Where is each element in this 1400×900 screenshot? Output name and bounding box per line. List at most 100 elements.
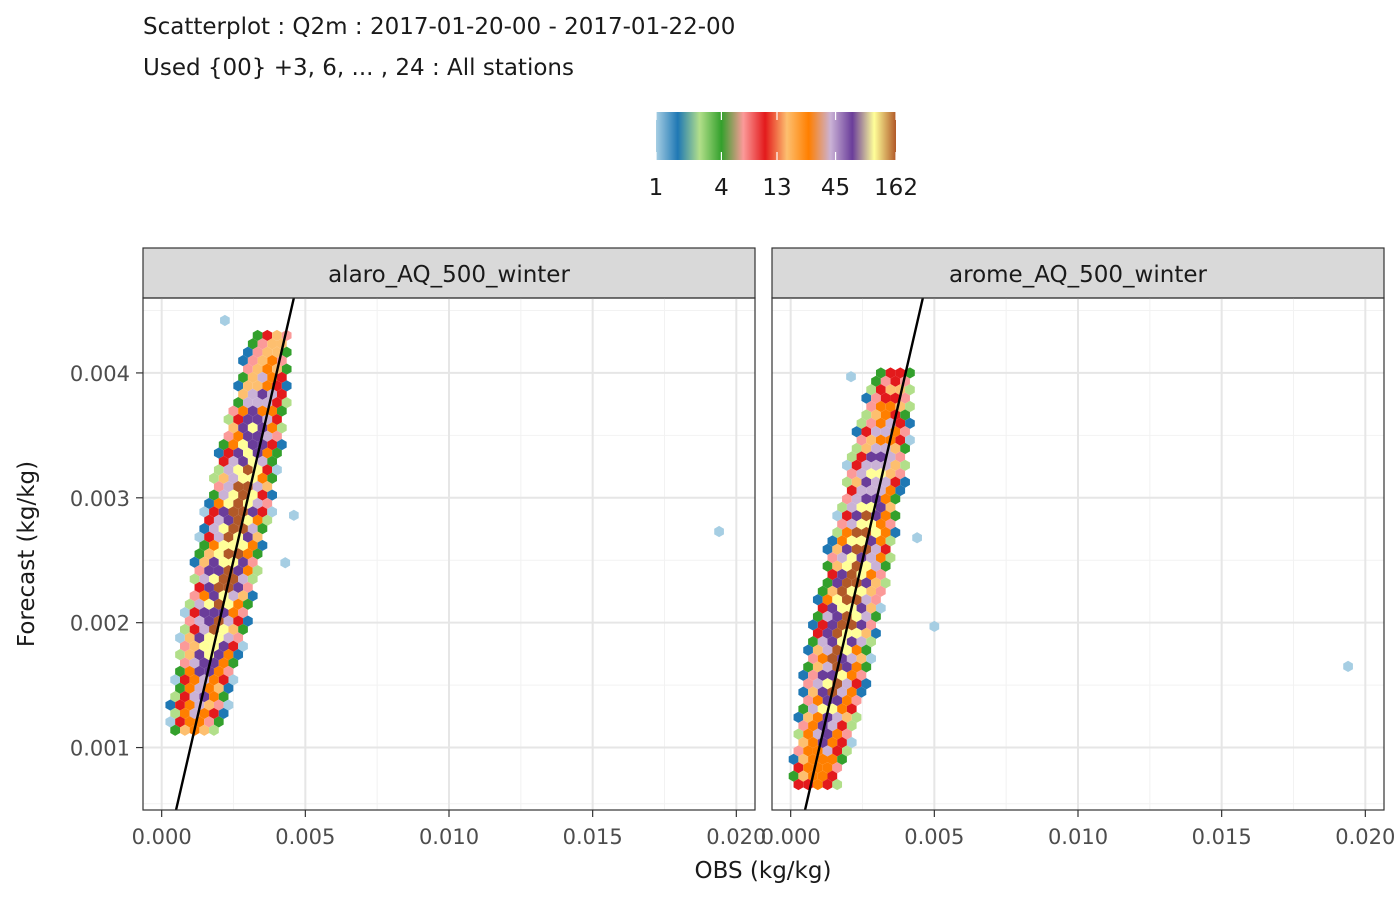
hex-bin [851,426,862,438]
hex-bin [851,493,862,505]
hex-bin [895,468,906,480]
hex-bin [875,384,886,396]
hex-bin [837,585,847,597]
hex-bin [243,531,253,543]
hex-bin [875,451,886,463]
hex-bin [798,720,809,732]
hex-bin [822,543,833,555]
hex-bin [895,417,906,429]
hex-bin [238,573,248,585]
hex-bin [238,422,248,434]
hex-bin [875,434,886,446]
hex-bin [822,661,833,673]
hex-bin [827,568,838,581]
hex-bin [194,649,205,661]
y-tick-label: 0.003 [70,487,130,511]
hex-bin [832,728,843,740]
hex-bin [184,682,195,694]
hex-bin [175,682,185,694]
hex-bin [866,434,876,446]
hex-bin [832,644,843,656]
hex-bin [798,703,809,715]
hex-bin [247,523,258,535]
hex-bin [812,627,823,639]
hex-bin [175,649,185,661]
hex-bin [890,510,901,522]
hex-bin [885,468,896,480]
hex-bin [281,363,292,375]
hex-bin [856,434,867,446]
hex-bin [180,623,190,636]
hex-bin [885,518,896,530]
hex-bin [875,568,886,581]
hex-bin [900,409,910,421]
hex-bin [276,439,287,451]
hex-bin [846,669,857,681]
hex-bin [871,459,881,471]
hex-bin [194,581,205,594]
hex-bin [817,686,828,698]
hex-bin [223,548,234,560]
hex-bin [798,686,809,698]
hex-bin [194,615,205,627]
hex-bin [223,598,234,610]
hex-bin [798,753,809,765]
hex-bin [861,442,872,455]
hex-bin [194,632,205,644]
hex-bin [851,644,862,656]
hex-bin-outlier [714,525,724,538]
hex-bin [875,400,886,413]
hex-bin [808,720,818,732]
hex-bin [880,543,891,555]
hex-bin [793,711,804,723]
hex-bin [832,711,843,723]
hex-bin [272,464,282,476]
hex-bin [837,568,847,581]
hex-bin [880,476,891,488]
hex-bin [900,426,910,438]
hex-bin [822,778,833,791]
hex-bin [213,531,224,543]
hex-bin [189,657,200,669]
hex-bin [900,476,910,488]
hex-bin [252,363,263,375]
hex-bin [262,329,273,342]
hex-bin [218,439,229,451]
color-legend: 1 4 13 45 162 [649,112,918,201]
hex-bin [262,464,273,476]
hex-bin [243,363,253,375]
hex-bin [832,526,843,539]
hex-bin [812,594,823,606]
hex-bin [223,430,234,442]
hex-bin [842,476,852,488]
hex-bin [866,585,876,597]
hex-bin [247,355,258,367]
hex-bin [890,459,901,471]
hex-bin [218,523,229,535]
legend-tick-label: 13 [762,175,791,201]
hex-bin [257,355,268,367]
hex-bin [199,724,210,736]
chart-title: Scatterplot : Q2m : 2017-01-20-00 - 2017… [143,14,735,40]
hex-bin [209,573,219,585]
hex-bin-outlier [912,532,922,544]
hex-bin [223,447,234,459]
x-axis-title: OBS (kg/kg) [695,858,832,884]
hex-bin [861,392,872,404]
hex-bin [213,716,224,728]
hex-bin [218,472,229,484]
hex-bin [276,405,287,417]
hex-bin [204,615,214,627]
hex-bin [170,674,180,686]
y-tick-label: 0.002 [70,612,130,636]
facet-label: alaro_AQ_500_winter [328,262,570,288]
hex-bin [880,392,891,404]
hex-bin [871,442,881,455]
legend-ticks: 1 4 13 45 162 [649,112,918,201]
hex-bin [228,422,239,434]
hex-bin [856,451,867,463]
hex-bin [209,556,219,568]
hex-bin [866,417,876,429]
hex-bin [189,590,200,602]
hex-bin [900,459,910,471]
